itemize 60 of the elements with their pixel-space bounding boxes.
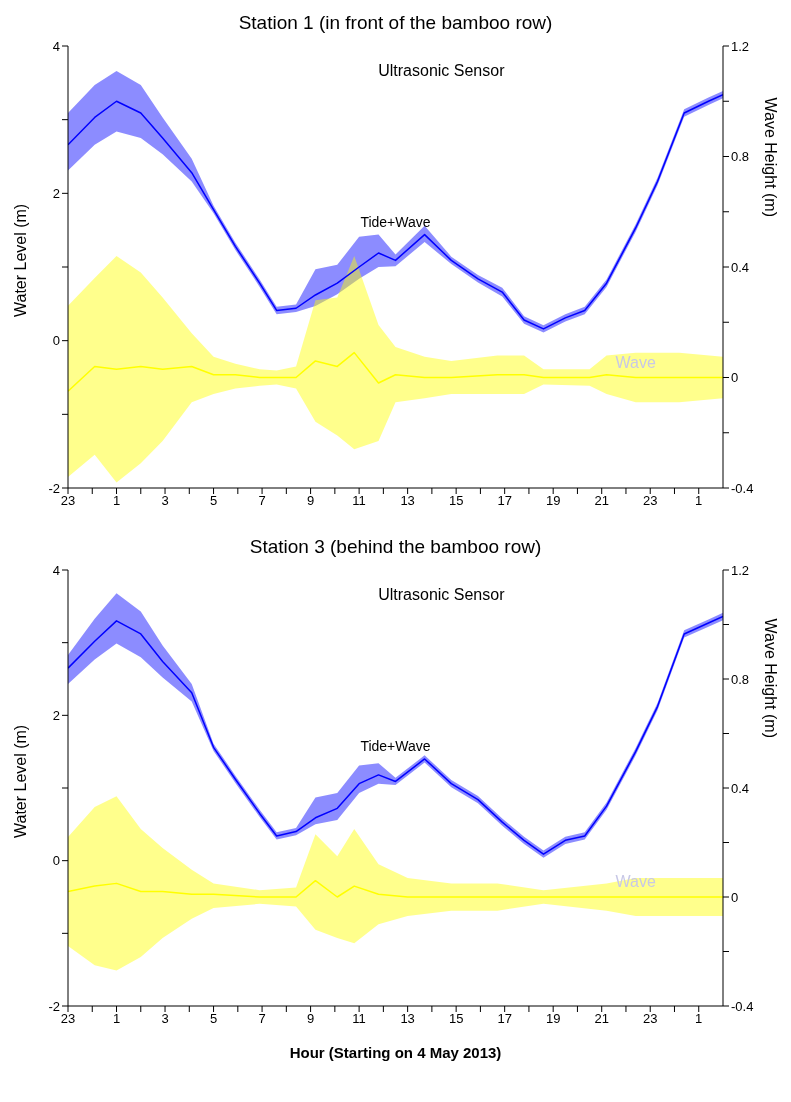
x-tick-label: 19 [545,1011,561,1027]
x-tick-label: 7 [258,493,266,509]
x-tick-label: 17 [497,1011,512,1027]
y2-tick-label: 0.8 [731,149,750,165]
x-tick-label: 15 [448,1011,464,1027]
y2-tick-label: 0.4 [731,259,750,275]
y-tick-label: 2 [52,707,60,723]
x-tick-label: 1 [695,1011,703,1027]
x-tick-label: 17 [497,493,512,509]
x-tick-label: 5 [209,1011,218,1027]
x-tick-label: 23 [642,1011,658,1027]
y2-tick-label: -0.4 [731,480,754,496]
y2-tick-label: 0 [731,889,739,905]
chart-title: Station 3 (behind the bamboo row) [248,535,543,559]
series-label: Tide+Wave [359,737,432,754]
x-tick-label: 5 [209,493,218,509]
y-tick-label: 4 [52,562,60,578]
series-label: Wave [614,873,657,891]
y2-axis-title: Wave Height (m) [762,97,780,217]
y-tick-label: -2 [48,998,60,1014]
x-tick-label: 15 [448,493,464,509]
y2-axis-title: Wave Height (m) [762,618,780,738]
x-tick-label: 9 [306,493,315,509]
annotation: Ultrasonic Sensor [377,586,506,604]
y-tick-label: 4 [52,38,60,54]
x-tick-label: 9 [306,1011,315,1027]
x-tick-label: 19 [545,493,561,509]
x-axis-title: Hour (Starting on 4 May 2013) [289,1044,502,1061]
annotation: Ultrasonic Sensor [377,62,506,80]
x-tick-label: 1 [695,493,703,509]
series-label: Wave [614,353,657,372]
x-tick-label: 23 [60,1011,76,1027]
x-tick-label: 3 [161,493,169,509]
y-tick-label: -2 [48,480,60,496]
y-tick-label: 0 [52,333,60,349]
x-tick-label: 1 [112,493,121,509]
x-tick-label: 21 [594,1011,609,1027]
y2-tick-label: 0.8 [731,671,750,687]
x-tick-label: 1 [112,1011,121,1027]
x-tick-label: 11 [352,1011,366,1027]
y2-tick-label: 0.4 [731,780,750,796]
y2-tick-label: 1.2 [731,562,750,578]
x-tick-label: 23 [60,493,76,509]
x-tick-label: 21 [594,493,609,509]
series-label: Tide+Wave [359,214,432,231]
y2-tick-label: 1.2 [731,38,750,54]
y-tick-label: 2 [52,185,60,201]
y-tick-label: 0 [52,853,60,869]
y-axis-title: Water Level (m) [11,203,29,317]
y2-tick-label: -0.4 [731,998,754,1014]
x-tick-label: 13 [400,1011,415,1027]
x-tick-label: 13 [400,493,415,509]
y-axis-title: Water Level (m) [11,724,29,838]
x-tick-label: 3 [161,1011,169,1027]
x-tick-label: 23 [642,493,658,509]
y2-tick-label: 0 [731,370,739,386]
x-tick-label: 7 [258,1011,266,1027]
chart-title: Station 1 (in front of the bamboo row) [237,11,554,35]
line-series [68,351,723,393]
x-tick-label: 11 [352,493,366,509]
